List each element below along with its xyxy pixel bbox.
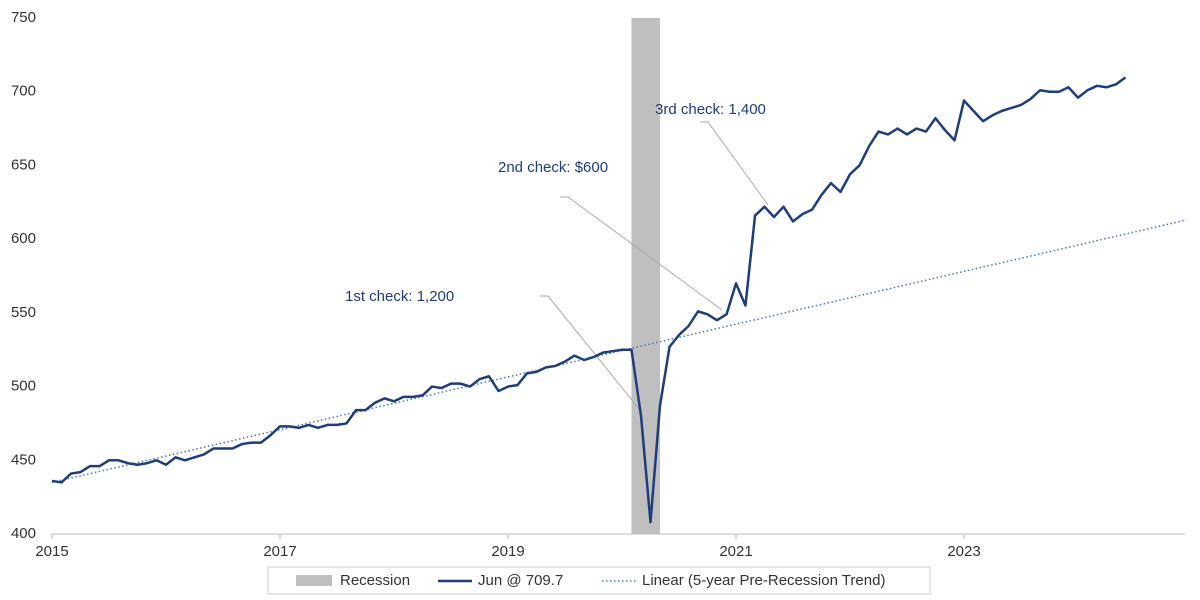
annotation-leader bbox=[540, 295, 641, 411]
x-tick-label: 2017 bbox=[263, 543, 296, 560]
x-tick-label: 2015 bbox=[35, 543, 68, 560]
annotation: 2nd check: $600 bbox=[498, 159, 608, 176]
annotation: 1st check: 1,200 bbox=[345, 288, 454, 305]
annotation-leader bbox=[700, 121, 769, 206]
y-tick-label: 400 bbox=[11, 525, 36, 542]
y-tick-label: 750 bbox=[11, 9, 36, 26]
y-tick-label: 650 bbox=[11, 156, 36, 173]
y-tick-label: 550 bbox=[11, 304, 36, 321]
y-tick-label: 500 bbox=[11, 378, 36, 395]
x-tick-label: 2021 bbox=[719, 543, 752, 560]
x-tick-label: 2019 bbox=[491, 543, 524, 560]
legend-label: Jun @ 709.7 bbox=[478, 572, 563, 589]
recession-band bbox=[631, 18, 660, 534]
y-tick-label: 450 bbox=[11, 451, 36, 468]
y-tick-label: 700 bbox=[11, 83, 36, 100]
legend-label: Linear (5-year Pre-Recession Trend) bbox=[642, 572, 885, 589]
annotation-leader bbox=[560, 196, 723, 311]
x-tick-label: 2023 bbox=[947, 543, 980, 560]
legend-label: Recession bbox=[340, 572, 410, 589]
y-tick-label: 600 bbox=[11, 230, 36, 247]
data-line bbox=[51, 76, 1127, 524]
annotation: 3rd check: 1,400 bbox=[655, 101, 766, 118]
legend-box bbox=[267, 566, 931, 595]
legend-swatch bbox=[296, 575, 332, 586]
